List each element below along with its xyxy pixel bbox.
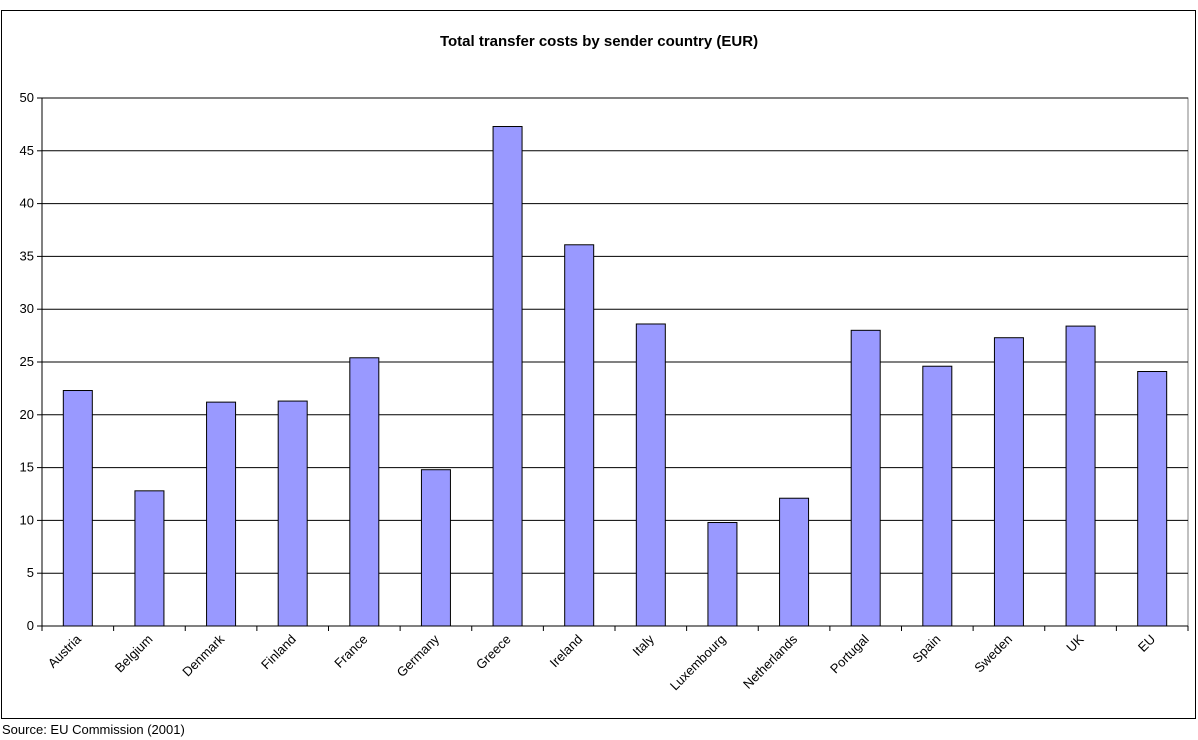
y-tick-label: 15 [20, 460, 34, 475]
bar [62, 390, 93, 627]
bar [635, 323, 666, 627]
y-tick-label: 45 [20, 143, 34, 158]
bar [564, 244, 595, 627]
chart-title: Total transfer costs by sender country (… [440, 33, 758, 50]
bar [420, 469, 451, 627]
bar [1065, 325, 1096, 627]
bar [993, 337, 1024, 627]
bar [1137, 371, 1168, 627]
bar [206, 401, 237, 627]
bar [779, 497, 810, 627]
y-tick-label: 40 [20, 196, 34, 211]
bar [707, 522, 738, 627]
y-tick-label: 5 [27, 565, 34, 580]
bar [349, 357, 380, 627]
bar [277, 400, 308, 627]
y-tick-label: 35 [20, 248, 34, 263]
y-tick-label: 30 [20, 301, 34, 316]
bar [134, 490, 165, 627]
source-note: Source: EU Commission (2001) [2, 722, 185, 737]
bar [850, 329, 881, 627]
y-tick-label: 25 [20, 354, 34, 369]
y-tick-label: 20 [20, 407, 34, 422]
bar [922, 365, 953, 627]
y-tick-label: 0 [27, 618, 34, 633]
bar [492, 126, 523, 627]
y-tick-label: 10 [20, 512, 34, 527]
y-tick-label: 50 [20, 90, 34, 105]
